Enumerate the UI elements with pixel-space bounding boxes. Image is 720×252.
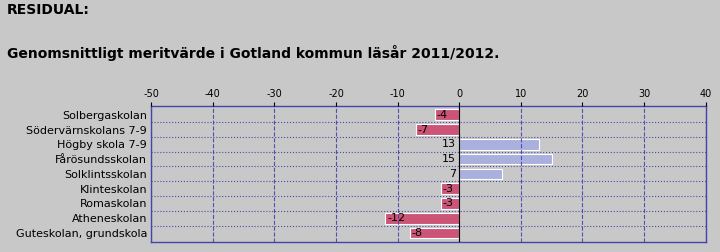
Bar (435, 109, 459, 120)
Bar (459, 139, 539, 150)
Text: -8: -8 (412, 228, 423, 238)
Text: -3: -3 (443, 184, 454, 194)
Bar (441, 183, 459, 194)
Bar (410, 228, 459, 238)
Text: Genomsnittligt meritvärde i Gotland kommun läsår 2011/2012.: Genomsnittligt meritvärde i Gotland komm… (7, 45, 500, 61)
Text: -3: -3 (443, 199, 454, 208)
Text: -12: -12 (387, 213, 405, 223)
Bar (416, 124, 459, 135)
Bar (385, 213, 459, 224)
Bar (441, 198, 459, 209)
Text: RESIDUAL:: RESIDUAL: (7, 3, 90, 17)
Text: -7: -7 (418, 124, 429, 135)
Bar (459, 154, 552, 164)
Text: 7: 7 (449, 169, 456, 179)
Text: 15: 15 (442, 154, 456, 164)
Text: 13: 13 (442, 139, 456, 149)
Bar (459, 169, 503, 179)
Text: -4: -4 (436, 110, 448, 120)
